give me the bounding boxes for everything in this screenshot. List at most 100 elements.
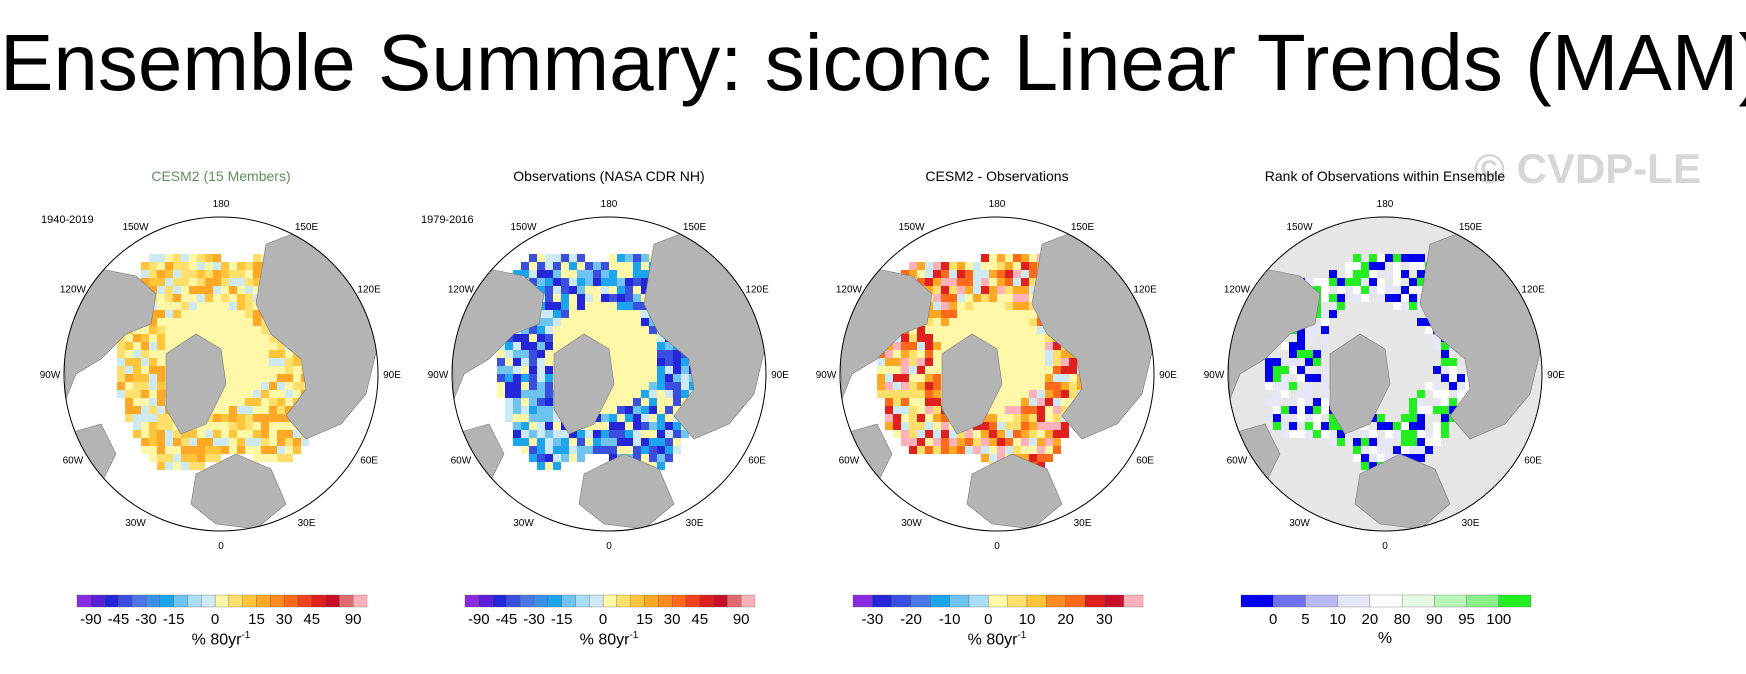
sea-ice-cell <box>1013 254 1021 262</box>
sea-ice-cell <box>1441 422 1449 430</box>
sea-ice-cell <box>909 262 917 270</box>
sea-ice-cell <box>1329 286 1337 294</box>
sea-ice-cell <box>497 374 505 382</box>
sea-ice-cell <box>181 262 189 270</box>
sea-ice-cell <box>1305 406 1313 414</box>
sea-ice-cell <box>617 326 625 334</box>
sea-ice-cell <box>1329 302 1337 310</box>
sea-ice-cell <box>253 278 261 286</box>
sea-ice-cell <box>253 390 261 398</box>
sea-ice-cell <box>261 446 269 454</box>
sea-ice-cell <box>885 422 893 430</box>
sea-ice-cell <box>1005 382 1013 390</box>
sea-ice-cell <box>545 310 553 318</box>
colorbar-tick-label: 90 <box>1425 611 1443 628</box>
sea-ice-cell <box>537 446 545 454</box>
sea-ice-cell <box>1449 382 1457 390</box>
sea-ice-cell <box>1037 350 1045 358</box>
sea-ice-cell <box>213 318 221 326</box>
sea-ice-cell <box>577 326 585 334</box>
sea-ice-cell <box>657 374 665 382</box>
sea-ice-cell <box>1273 406 1281 414</box>
sea-ice-cell <box>1385 286 1393 294</box>
sea-ice-cell <box>1069 382 1077 390</box>
sea-ice-cell <box>585 326 593 334</box>
sea-ice-cell <box>965 286 973 294</box>
sea-ice-cell <box>269 398 277 406</box>
sea-ice-cell <box>237 310 245 318</box>
sea-ice-cell <box>561 278 569 286</box>
sea-ice-cell <box>545 286 553 294</box>
sea-ice-cell <box>957 438 965 446</box>
sea-ice-cell <box>989 334 997 342</box>
sea-ice-cell <box>989 454 997 462</box>
sea-ice-cell <box>925 358 933 366</box>
sea-ice-cell <box>1273 350 1281 358</box>
sea-ice-cell <box>529 262 537 270</box>
sea-ice-cell <box>1045 358 1053 366</box>
sea-ice-cell <box>1417 366 1425 374</box>
sea-ice-cell <box>957 262 965 270</box>
sea-ice-cell <box>229 390 237 398</box>
sea-ice-cell <box>293 390 301 398</box>
sea-ice-cell <box>609 398 617 406</box>
sea-ice-cell <box>1061 406 1069 414</box>
sea-ice-cell <box>529 278 537 286</box>
sea-ice-cell <box>1281 358 1289 366</box>
sea-ice-cell <box>1441 414 1449 422</box>
period-label: 1940-2019 <box>41 214 94 226</box>
sea-ice-cell <box>925 430 933 438</box>
sea-ice-cell <box>641 438 649 446</box>
sea-ice-cell <box>1013 406 1021 414</box>
sea-ice-cell <box>1401 286 1409 294</box>
sea-ice-cell <box>149 262 157 270</box>
sea-ice-cell <box>157 318 165 326</box>
sea-ice-cell <box>157 382 165 390</box>
colorbar-swatch <box>1466 594 1499 608</box>
sea-ice-cell <box>633 382 641 390</box>
sea-ice-cell <box>625 414 633 422</box>
sea-ice-cell <box>1273 382 1281 390</box>
sea-ice-cell <box>1013 366 1021 374</box>
colorbar-swatch <box>1273 594 1306 608</box>
sea-ice-cell <box>181 318 189 326</box>
sea-ice-cell <box>593 302 601 310</box>
sea-ice-cell <box>933 438 941 446</box>
sea-ice-cell <box>1393 318 1401 326</box>
sea-ice-cell <box>981 446 989 454</box>
sea-ice-cell <box>505 374 513 382</box>
colorbar-swatch <box>968 594 989 608</box>
sea-ice-cell <box>1289 422 1297 430</box>
sea-ice-cell <box>1305 430 1313 438</box>
sea-ice-cell <box>1377 310 1385 318</box>
colorbar-swatch <box>644 594 659 608</box>
sea-ice-cell <box>633 438 641 446</box>
sea-ice-cell <box>1313 286 1321 294</box>
sea-ice-cell <box>933 302 941 310</box>
sea-ice-cell <box>893 382 901 390</box>
sea-ice-cell <box>277 398 285 406</box>
sea-ice-cell <box>261 366 269 374</box>
sea-ice-cell <box>1401 398 1409 406</box>
sea-ice-cell <box>585 438 593 446</box>
sea-ice-cell <box>1393 398 1401 406</box>
sea-ice-cell <box>917 438 925 446</box>
sea-ice-cell <box>885 406 893 414</box>
sea-ice-cell <box>1297 390 1305 398</box>
sea-ice-cell <box>529 326 537 334</box>
sea-ice-cell <box>1361 438 1369 446</box>
colorbar-swatch <box>699 594 714 608</box>
sea-ice-cell <box>1409 286 1417 294</box>
sea-ice-cell <box>1005 414 1013 422</box>
sea-ice-cell <box>1297 350 1305 358</box>
sea-ice-cell <box>181 302 189 310</box>
colorbar-swatch <box>988 594 1008 608</box>
sea-ice-cell <box>633 414 641 422</box>
sea-ice-cell <box>1021 454 1029 462</box>
sea-ice-cell <box>1037 430 1045 438</box>
sea-ice-cell <box>149 414 157 422</box>
sea-ice-cell <box>957 286 965 294</box>
sea-ice-cell <box>245 422 253 430</box>
sea-ice-cell <box>641 310 649 318</box>
